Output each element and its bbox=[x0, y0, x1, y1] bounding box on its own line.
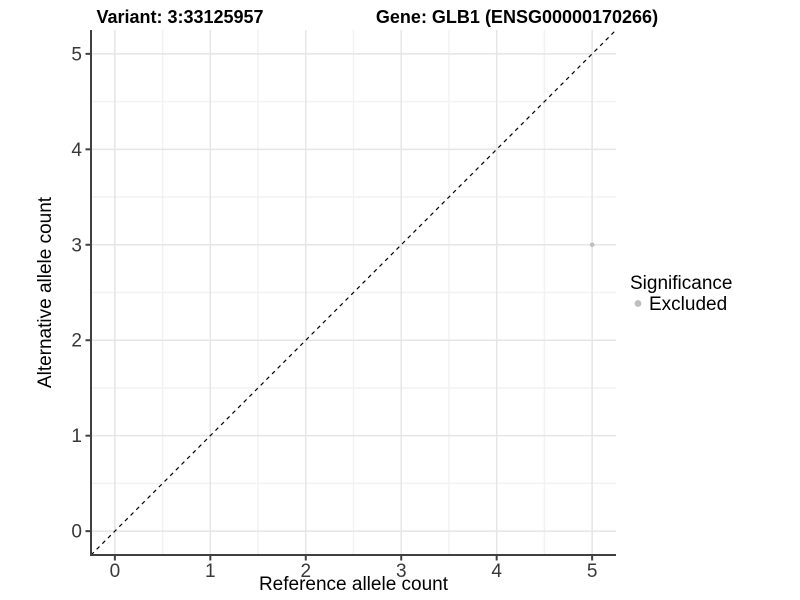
plot-title-gene: Gene: GLB1 (ENSG00000170266) bbox=[376, 7, 658, 27]
y-tick-label: 4 bbox=[71, 140, 82, 161]
y-tick-label: 3 bbox=[71, 235, 82, 256]
axis-layer: 0 1 2 3 4 5 0 1 2 3 4 5 bbox=[71, 30, 616, 582]
identity-dashed-line bbox=[90, 29, 617, 556]
y-axis-title: Alternative allele count bbox=[35, 196, 56, 388]
legend-key-excluded-dot bbox=[634, 300, 642, 307]
data-points-layer bbox=[589, 242, 595, 248]
y-tick-label: 5 bbox=[71, 44, 82, 65]
identity-line-layer bbox=[90, 29, 617, 556]
x-tick-label: 2 bbox=[300, 561, 311, 582]
gridline-layer bbox=[91, 30, 616, 555]
data-point-excluded bbox=[589, 242, 595, 248]
legend-title: Significance bbox=[630, 273, 732, 294]
x-tick-label: 5 bbox=[587, 561, 598, 582]
y-tick-label: 2 bbox=[71, 331, 82, 352]
legend: Significance Excluded bbox=[630, 273, 732, 315]
plot-title-variant: Variant: 3:33125957 bbox=[96, 7, 263, 27]
x-tick-label: 3 bbox=[396, 561, 407, 582]
x-tick-label: 0 bbox=[110, 561, 121, 582]
x-tick-label: 4 bbox=[491, 561, 502, 582]
x-tick-label: 1 bbox=[205, 561, 216, 582]
y-tick-label: 1 bbox=[71, 426, 82, 447]
x-axis-title: Reference allele count bbox=[259, 574, 449, 595]
y-tick-label: 0 bbox=[71, 522, 82, 543]
legend-label-excluded: Excluded bbox=[649, 294, 727, 315]
